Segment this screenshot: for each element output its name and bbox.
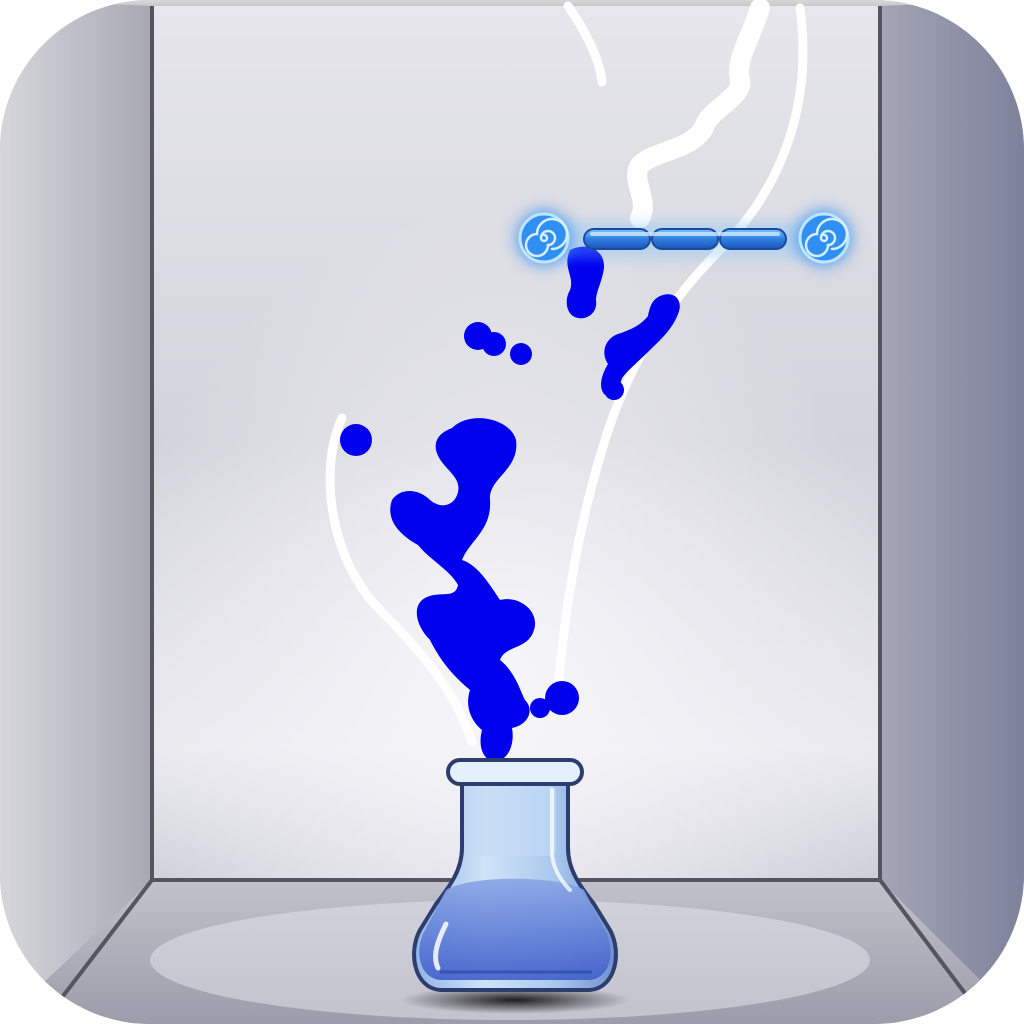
spiral-portal-icon — [524, 217, 569, 258]
drawn-line-top — [563, 1, 607, 87]
left-wall — [0, 0, 152, 1024]
drawn-line-scribble — [627, 0, 770, 228]
water-drop-6 — [530, 698, 550, 718]
water-drop-3 — [482, 332, 506, 356]
right-wall — [880, 0, 1024, 1024]
edge-floor-left — [58, 878, 154, 1002]
water-blob-right — [601, 294, 680, 397]
portal-right[interactable] — [790, 204, 858, 272]
flask-shine-left — [433, 921, 449, 971]
water-drop-7 — [604, 380, 624, 400]
water-stream-main — [390, 418, 536, 762]
flask-neck-inner — [474, 786, 556, 856]
flask-liquid — [419, 878, 611, 980]
water-drop-5 — [545, 681, 579, 715]
flask-shadow — [400, 986, 630, 1014]
portal-bar — [510, 204, 858, 272]
erlenmeyer-flask-icon[interactable] — [400, 758, 630, 1014]
edge-floor-right — [878, 878, 972, 1002]
portal-left[interactable] — [510, 204, 578, 272]
drawn-line-left — [325, 413, 477, 747]
water-particles — [340, 246, 680, 762]
water-drop-4 — [510, 343, 532, 365]
flask-shine-right — [550, 788, 572, 892]
spiral-portal-icon — [804, 217, 849, 258]
water-blob-under-bar — [566, 246, 605, 319]
bar-highlight — [590, 232, 780, 236]
top-wall — [0, 0, 1024, 6]
water-drop-1 — [340, 424, 372, 456]
flask-rim — [446, 758, 584, 786]
